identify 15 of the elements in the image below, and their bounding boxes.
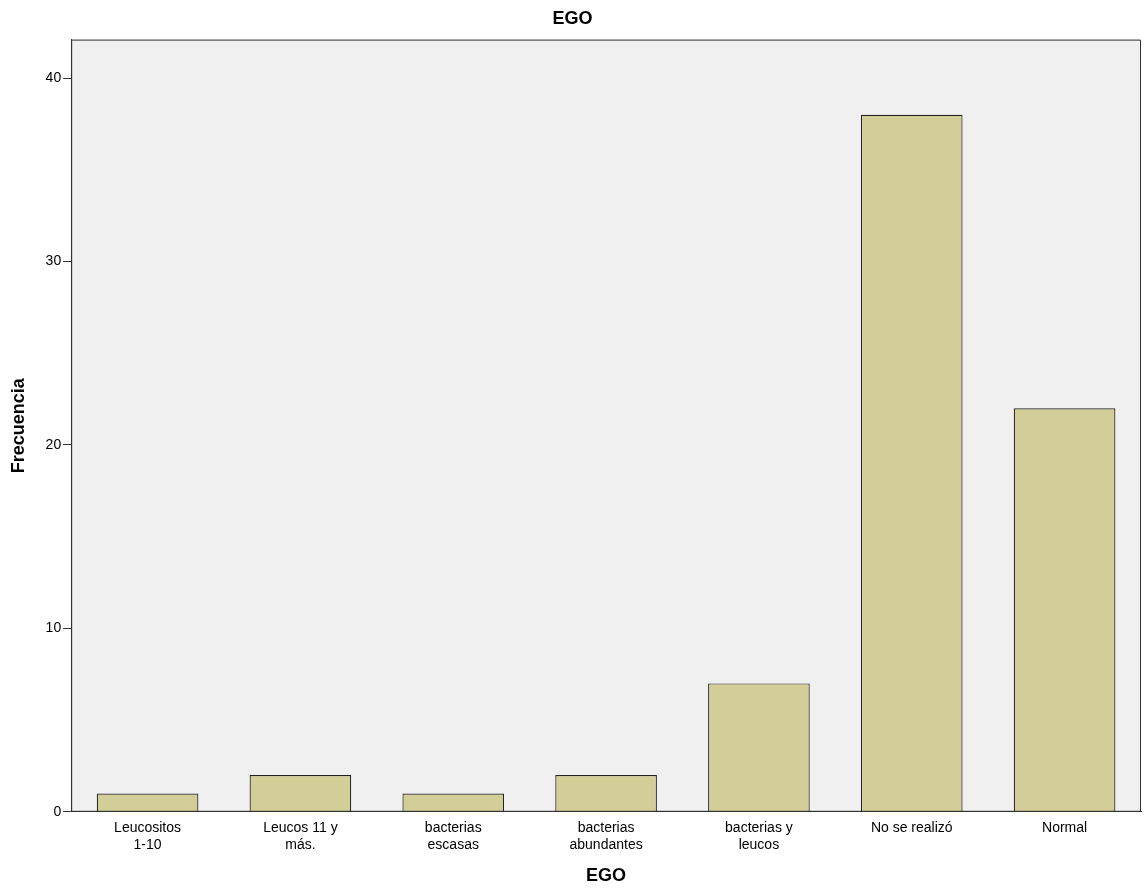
x-tick-label: Leucos 11 y más. (263, 819, 338, 852)
y-tick-label: 10 (45, 619, 62, 636)
x-tick-label: No se realizó (870, 819, 953, 836)
x-tick-label: bacterias abundantes (569, 819, 643, 852)
y-tick-label: 30 (45, 252, 62, 269)
x-tick-label: bacterias escasas (424, 819, 482, 852)
x-tick-label: Normal (1042, 819, 1088, 836)
y-tick-label: 0 (53, 802, 62, 819)
x-tick-label: Leucositos 1-10 (114, 819, 182, 852)
x-tick-label: bacterias y leucos (725, 819, 793, 852)
y-tick-label: 20 (45, 435, 62, 452)
x-axis-title: EGO (586, 865, 627, 886)
y-tick-label: 40 (45, 68, 62, 85)
y-axis-title: Frecuencia (7, 377, 28, 474)
chart-title: EGO (552, 7, 593, 28)
